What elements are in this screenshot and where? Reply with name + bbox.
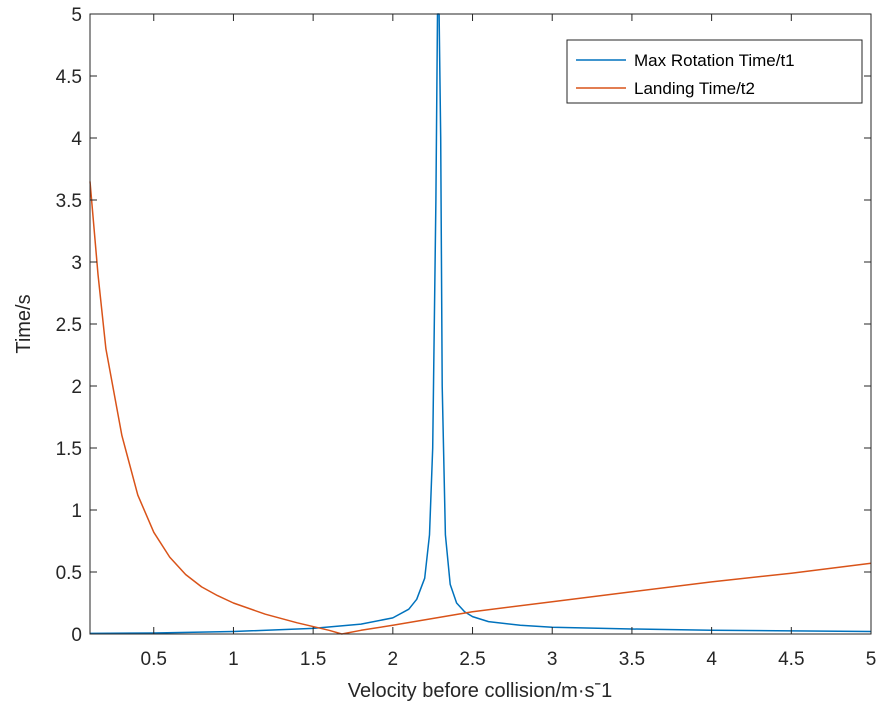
x-tick-label: 3: [547, 649, 558, 670]
y-axis-label: Time/s: [13, 294, 35, 353]
x-tick-label: 1.5: [300, 649, 326, 670]
x-tick-label: 4.5: [778, 649, 804, 670]
y-tick-label: 3: [71, 253, 82, 274]
plot-area: [90, 14, 871, 634]
legend: Max Rotation Time/t1 Landing Time/t2: [566, 39, 863, 104]
x-tick-label: 3.5: [619, 649, 645, 670]
x-axis-label: Velocity before collision/m·sˉ1: [348, 680, 613, 702]
series-layer: [89, 13, 872, 635]
y-tick-label: 0: [71, 625, 82, 646]
y-tick-label: 4: [71, 129, 82, 150]
x-tick-label: 2: [388, 649, 399, 670]
y-tick-label: 4.5: [56, 67, 82, 88]
legend-label-t1: Max Rotation Time/t1: [634, 51, 795, 70]
x-tick-label: 4: [706, 649, 717, 670]
ticks-layer: 0.5 1 1.5 2 2.5 3 3.5 4 4.5 5 0 0.5 1 1.5 2 2.5 3 3.5 4 4.5…: [56, 5, 877, 670]
y-tick-label: 2.5: [56, 315, 82, 336]
series-line-1: [89, 181, 872, 635]
x-tick-label: 2.5: [459, 649, 485, 670]
x-tick-label: 5: [866, 649, 877, 670]
y-tick-label: 5: [71, 5, 82, 26]
x-tick-label: 0.5: [141, 649, 167, 670]
y-tick-label: 2: [71, 377, 82, 398]
y-tick-label: 0.5: [56, 563, 82, 584]
y-tick-label: 1.5: [56, 439, 82, 460]
legend-label-t2: Landing Time/t2: [634, 79, 755, 98]
legend-box: [566, 39, 863, 104]
x-tick-label: 1: [228, 649, 239, 670]
y-tick-label: 1: [71, 501, 82, 522]
y-tick-label: 3.5: [56, 191, 82, 212]
series-line-0: [89, 13, 872, 635]
